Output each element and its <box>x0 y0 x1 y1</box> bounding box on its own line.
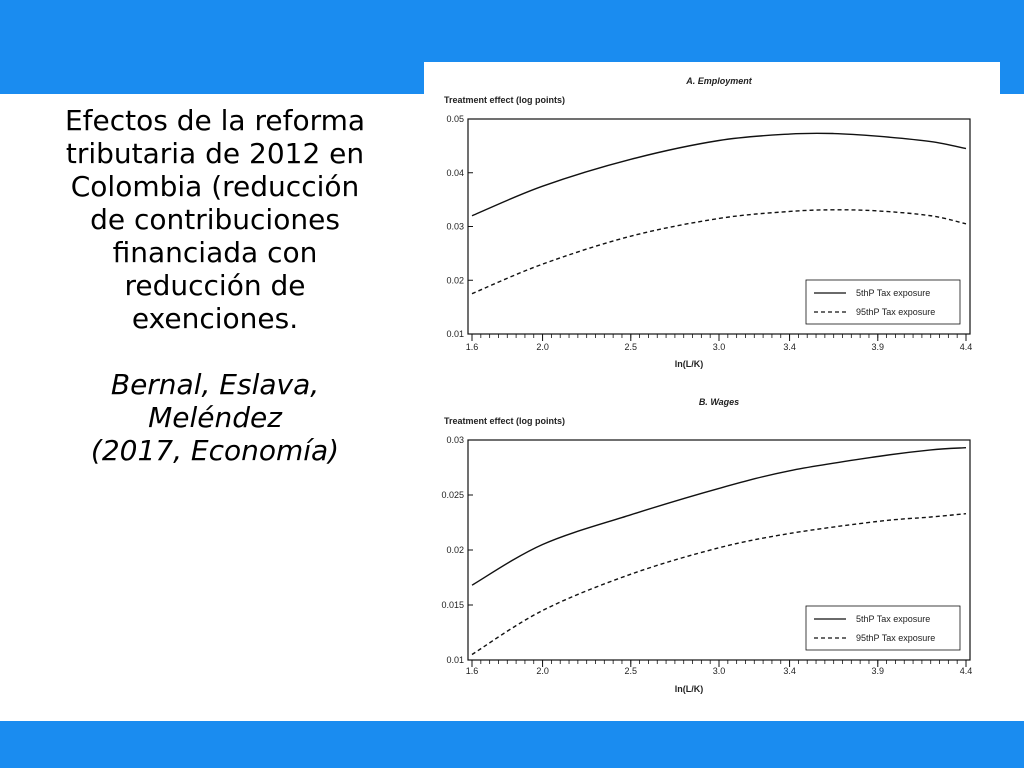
y-tick-label: 0.03 <box>446 435 464 445</box>
citation-line-3: (2017, Economía) <box>90 434 340 467</box>
x-tick-label: 3.0 <box>713 666 726 676</box>
legend-entry: 95thP Tax exposure <box>856 633 935 643</box>
x-tick-label: 3.0 <box>713 342 726 352</box>
chart-wages: B. Wages Treatment effect (log points) ln(… <box>441 397 972 694</box>
x-tick-label: 4.4 <box>960 342 973 352</box>
series-line-95thp <box>471 209 967 295</box>
x-axis-label: ln(L/K) <box>675 684 704 694</box>
y-tick-label: 0.01 <box>446 655 464 665</box>
legend: 5thP Tax exposure 95thP Tax exposure <box>805 279 961 325</box>
slide-description: Efectos de la reforma tributaria de 2012… <box>64 104 366 335</box>
x-tick-label: 3.4 <box>783 342 796 352</box>
charts-svg: A. Employment Treatment effect (log point… <box>441 76 972 694</box>
legend-box <box>805 605 961 651</box>
series-line-5thp <box>471 447 967 586</box>
chart-title: B. Wages <box>699 397 739 407</box>
legend: 5thP Tax exposure 95thP Tax exposure <box>805 605 961 651</box>
bottom-band <box>0 721 1024 768</box>
legend-entry: 95thP Tax exposure <box>856 307 935 317</box>
citation: Bernal, Eslava, Meléndez (2017, Economía… <box>60 368 370 467</box>
series-line-5thp <box>471 132 967 217</box>
chart-title: A. Employment <box>685 76 753 86</box>
x-tick-label: 3.9 <box>872 342 885 352</box>
y-axis-label: Treatment effect (log points) <box>444 95 565 105</box>
y-tick-label: 0.05 <box>446 114 464 124</box>
y-tick-label: 0.025 <box>441 490 464 500</box>
legend-box <box>805 279 961 325</box>
x-tick-label: 2.5 <box>625 666 638 676</box>
x-tick-label: 3.4 <box>783 666 796 676</box>
y-tick-label: 0.015 <box>441 600 464 610</box>
x-tick-label: 3.9 <box>872 666 885 676</box>
y-tick-label: 0.02 <box>446 545 464 555</box>
x-tick-label: 2.0 <box>536 666 549 676</box>
citation-line-1: Bernal, Eslava, <box>110 368 320 401</box>
series-line-95thp <box>471 513 967 656</box>
legend-entry: 5thP Tax exposure <box>856 288 930 298</box>
citation-line-2: Meléndez <box>148 401 282 434</box>
x-tick-label: 2.5 <box>625 342 638 352</box>
chart-panel <box>424 62 1000 702</box>
x-axis-label: ln(L/K) <box>675 359 704 369</box>
y-tick-label: 0.02 <box>446 275 464 285</box>
y-tick-label: 0.04 <box>446 168 464 178</box>
x-tick-label: 4.4 <box>960 666 973 676</box>
y-axis-label: Treatment effect (log points) <box>444 416 565 426</box>
x-tick-label: 1.6 <box>466 342 479 352</box>
chart-employment: A. Employment Treatment effect (log point… <box>444 76 972 369</box>
x-tick-label: 1.6 <box>466 666 479 676</box>
slide-text: Efectos de la reforma tributaria de 2012… <box>60 104 370 467</box>
y-tick-label: 0.03 <box>446 222 464 232</box>
x-tick-label: 2.0 <box>536 342 549 352</box>
legend-entry: 5thP Tax exposure <box>856 614 930 624</box>
y-tick-label: 0.01 <box>446 329 464 339</box>
